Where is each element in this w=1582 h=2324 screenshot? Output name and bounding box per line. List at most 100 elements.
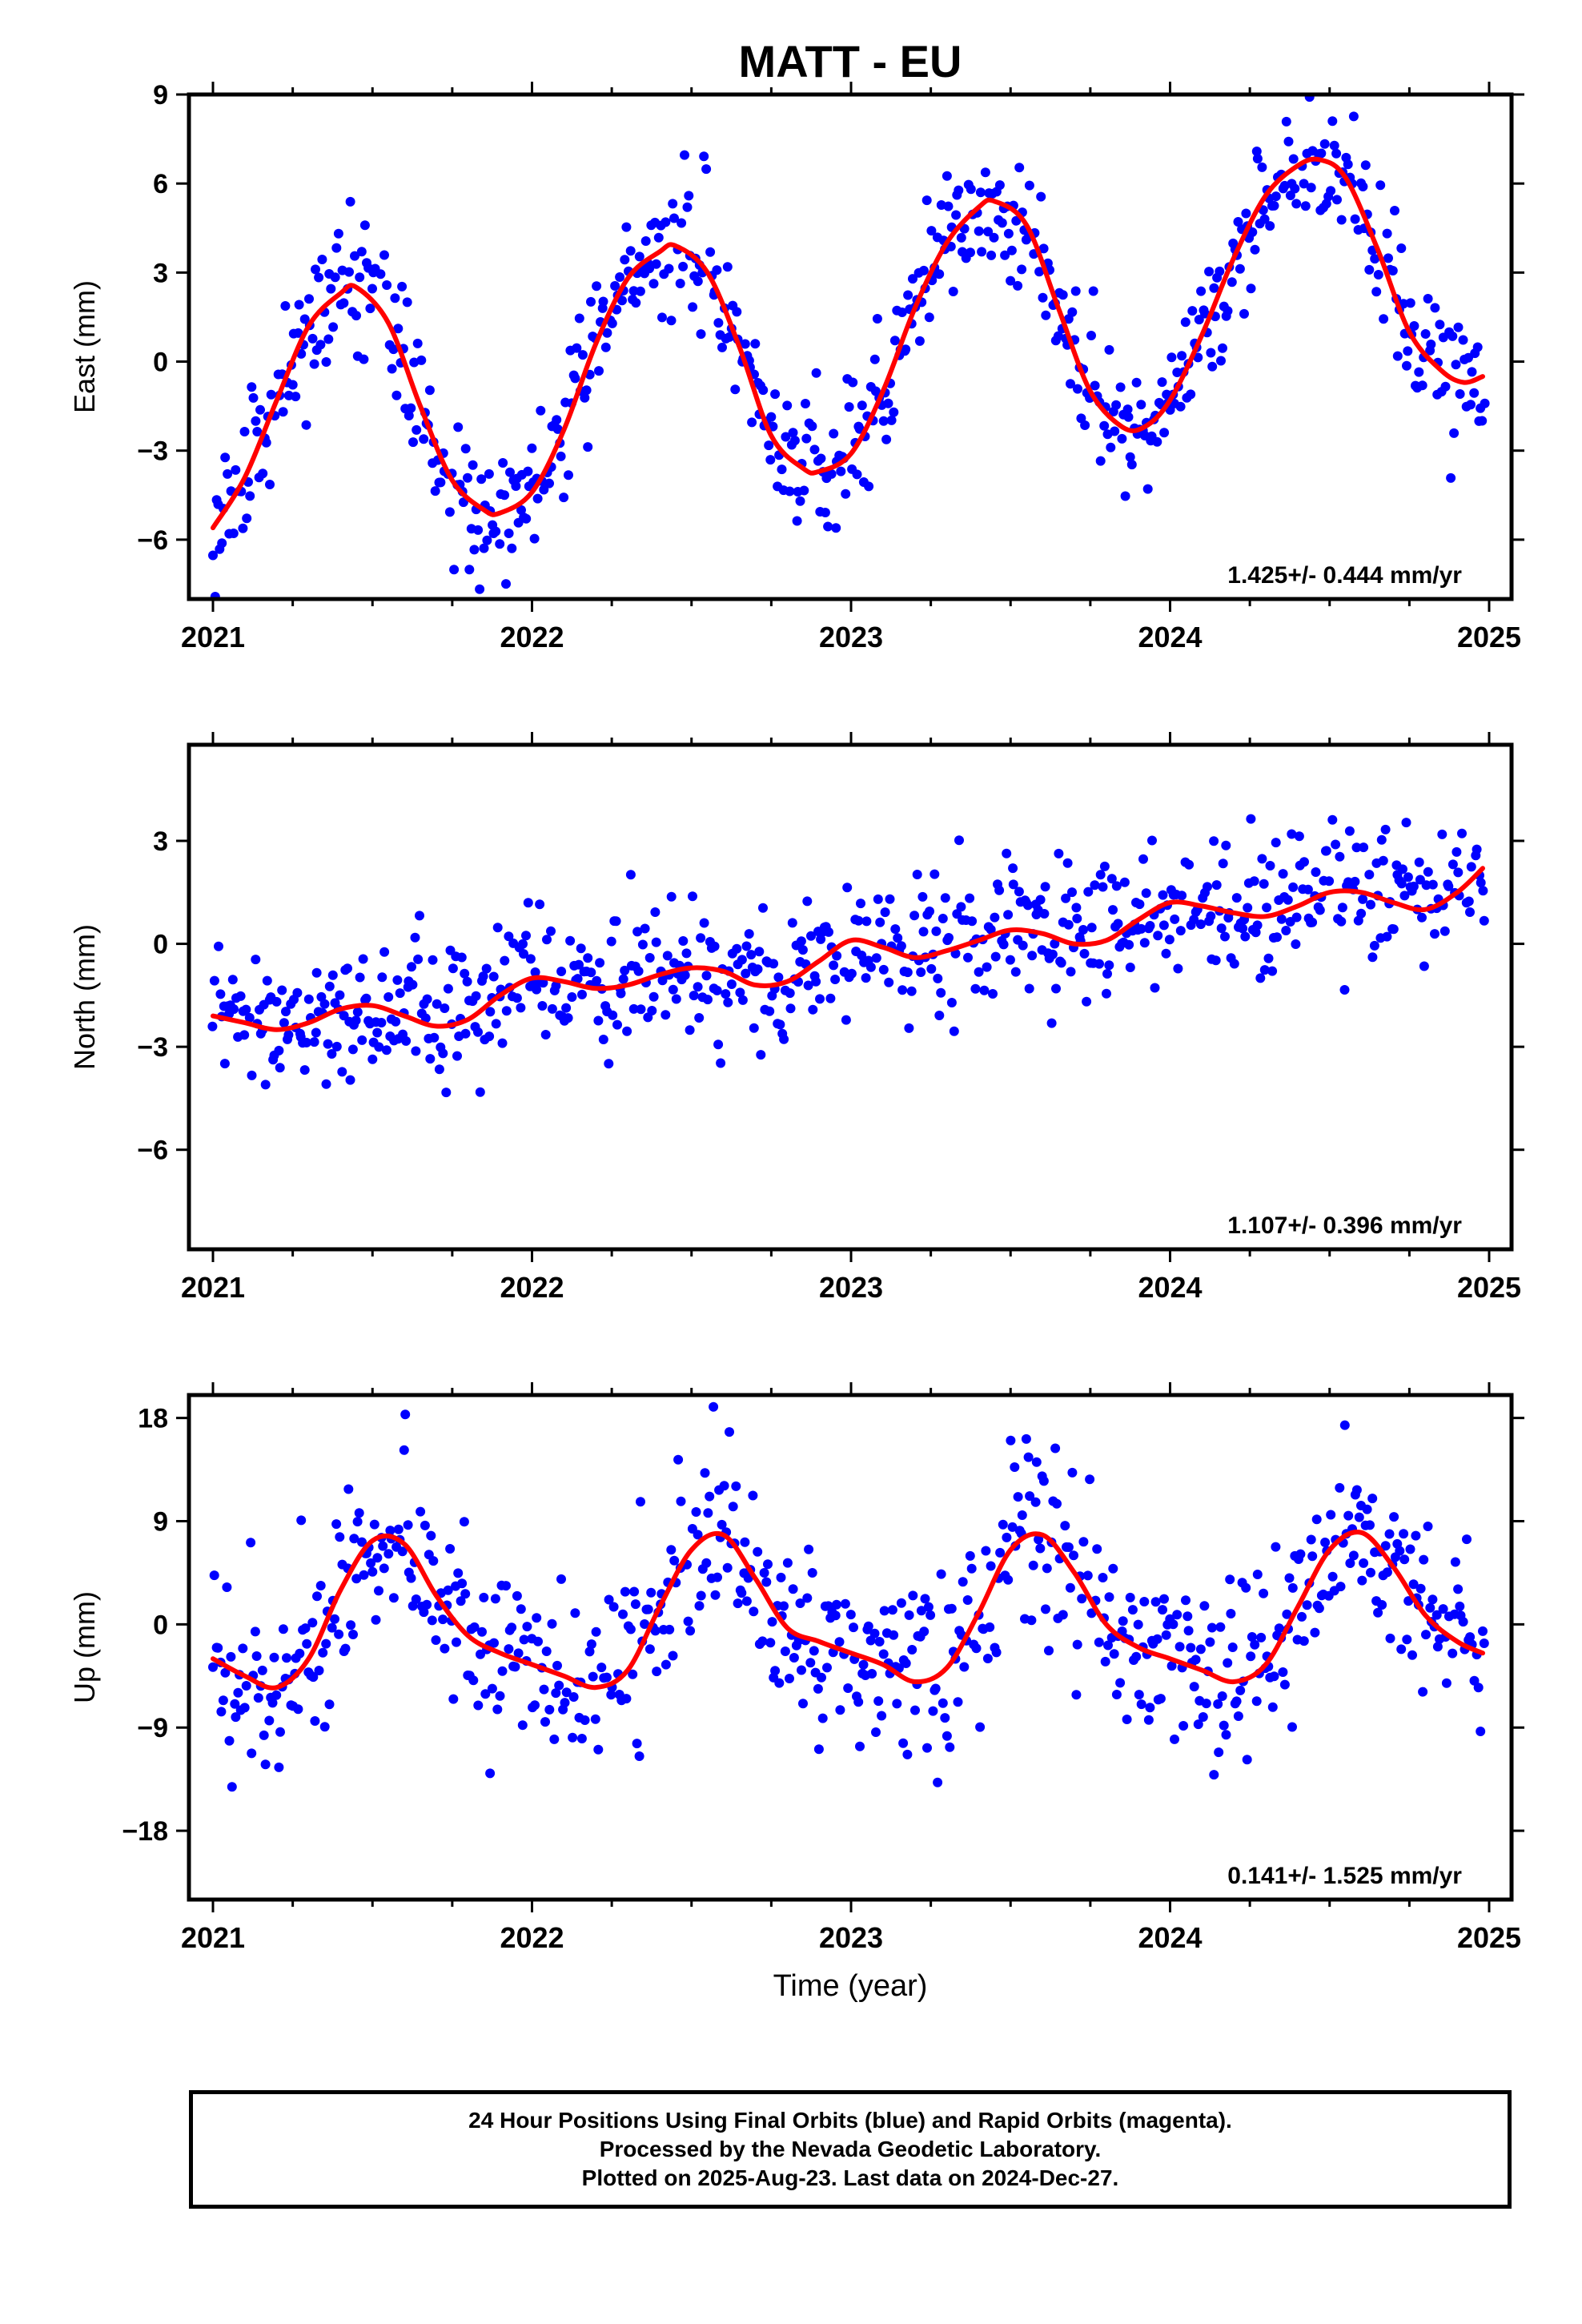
data-point: [1136, 1699, 1146, 1710]
data-point: [1299, 1636, 1309, 1647]
data-point: [805, 1658, 816, 1668]
data-point: [1124, 939, 1134, 950]
data-point: [1465, 907, 1475, 917]
data-point: [1031, 1457, 1042, 1467]
data-point: [576, 1734, 587, 1743]
data-point: [1038, 292, 1048, 303]
data-point: [407, 962, 416, 972]
data-point: [292, 987, 303, 998]
data-point: [792, 516, 802, 526]
data-point: [749, 1606, 759, 1617]
data-point: [735, 987, 745, 998]
data-point: [397, 281, 408, 292]
data-point: [770, 389, 781, 400]
data-point: [904, 1023, 914, 1033]
data-point: [473, 1700, 484, 1711]
data-point: [926, 226, 937, 236]
data-point: [938, 914, 948, 923]
data-point: [572, 343, 582, 353]
data-point: [782, 400, 793, 411]
data-point: [1269, 200, 1279, 211]
data-point: [468, 460, 478, 470]
data-point: [701, 971, 712, 981]
data-point: [1013, 1492, 1023, 1502]
data-point: [314, 1666, 324, 1675]
data-point: [636, 1497, 645, 1507]
data-point: [1066, 967, 1076, 977]
data-point: [355, 972, 365, 983]
data-point: [705, 247, 716, 257]
data-point: [419, 1607, 429, 1618]
data-point: [214, 941, 223, 951]
data-point: [1023, 900, 1033, 911]
data-point: [239, 1030, 250, 1040]
fit-curve-north: [211, 866, 1485, 1032]
data-point: [217, 538, 227, 549]
data-point: [946, 998, 957, 1007]
data-point: [773, 972, 784, 983]
data-point: [1415, 1583, 1426, 1594]
data-point: [671, 994, 681, 1004]
data-point: [1407, 1650, 1417, 1660]
data-point: [1331, 839, 1341, 850]
data-point: [1195, 1644, 1206, 1655]
data-point: [1399, 1529, 1409, 1539]
data-point: [427, 1615, 437, 1626]
data-point: [1123, 412, 1134, 422]
data-point: [512, 1590, 522, 1601]
data-point: [758, 903, 768, 913]
data-point: [648, 279, 659, 289]
data-point: [914, 336, 925, 346]
data-point: [830, 1610, 841, 1621]
data-point: [1072, 914, 1082, 923]
data-point: [1017, 1510, 1027, 1520]
data-point: [709, 941, 720, 951]
x-tick-label: 2025: [1457, 621, 1521, 653]
data-point: [484, 468, 494, 479]
data-point: [1085, 1474, 1095, 1485]
data-point: [1034, 1534, 1044, 1545]
data-point: [1201, 1699, 1211, 1709]
data-point: [1396, 243, 1407, 253]
data-point: [1408, 1579, 1419, 1590]
data-point: [1327, 1571, 1338, 1582]
data-point: [383, 1549, 394, 1559]
data-point: [1360, 160, 1371, 171]
data-point: [901, 344, 911, 355]
data-point: [504, 1644, 514, 1655]
data-point: [469, 545, 480, 555]
data-point: [425, 1054, 436, 1064]
data-point: [283, 1030, 294, 1040]
data-point: [1467, 367, 1477, 377]
data-point: [583, 442, 593, 452]
data-point: [701, 1558, 712, 1568]
data-point: [930, 869, 940, 879]
data-point: [1451, 360, 1461, 370]
data-point: [678, 261, 689, 271]
data-point: [1370, 254, 1380, 264]
data-point: [1382, 228, 1392, 239]
data-point: [359, 354, 369, 364]
data-point: [501, 1581, 511, 1591]
data-point: [208, 1662, 218, 1672]
data-point: [1008, 863, 1018, 874]
data-point: [607, 318, 617, 328]
data-point: [994, 180, 1005, 191]
data-point: [1297, 1611, 1307, 1622]
data-point: [463, 472, 472, 483]
data-point: [537, 1001, 548, 1011]
data-point: [1263, 953, 1274, 963]
data-point: [948, 287, 958, 296]
data-point: [1138, 854, 1148, 864]
data-point: [1430, 929, 1439, 939]
data-point: [1205, 1637, 1215, 1647]
data-point: [1106, 442, 1116, 452]
data-point: [542, 935, 552, 945]
data-point: [349, 1534, 359, 1544]
data-point: [1373, 1607, 1383, 1618]
data-point: [448, 963, 458, 974]
data-point: [1414, 367, 1424, 377]
data-point: [1038, 243, 1049, 254]
data-point: [287, 380, 298, 390]
data-point: [908, 1590, 918, 1601]
